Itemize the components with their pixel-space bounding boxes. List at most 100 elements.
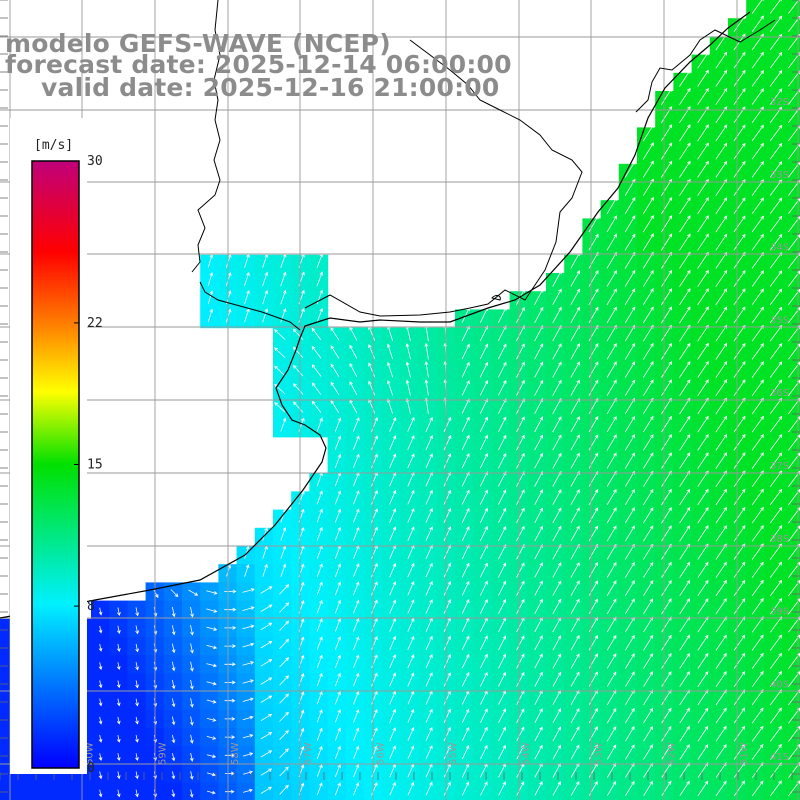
- wind-arrow: [311, 364, 322, 377]
- wind-arrow: [606, 616, 617, 633]
- wind-arrow: [679, 379, 691, 397]
- field-cell: [546, 564, 565, 583]
- wind-arrow: [661, 780, 672, 797]
- wind-arrow: [624, 415, 636, 433]
- field-cell: [527, 418, 547, 438]
- wind-arrow: [679, 415, 691, 433]
- wind-arrow: [697, 488, 709, 506]
- wind-arrow: [697, 452, 709, 469]
- wind-arrow: [606, 361, 617, 378]
- wind-arrow: [407, 727, 415, 741]
- field-cell: [655, 109, 674, 128]
- field-cell: [618, 709, 638, 729]
- field-cell: [600, 309, 620, 329]
- wind-arrow: [311, 382, 322, 395]
- wind-arrow: [479, 453, 488, 469]
- wind-arrow: [244, 290, 250, 305]
- field-cell: [673, 600, 693, 620]
- wind-arrow: [279, 784, 289, 795]
- wind-arrow: [661, 561, 672, 578]
- wind-arrow: [190, 625, 194, 636]
- wind-arrow: [643, 452, 654, 469]
- wind-arrow: [405, 343, 411, 360]
- wind-arrow: [407, 781, 415, 796]
- wind-arrow: [661, 251, 673, 269]
- wind-arrow: [116, 662, 121, 671]
- wind-arrow: [769, 579, 783, 597]
- wind-arrow: [516, 744, 525, 760]
- field-cell: [382, 746, 401, 765]
- wind-arrow: [661, 452, 672, 469]
- wind-arrow: [751, 434, 764, 451]
- field-cell: [418, 546, 438, 565]
- wind-arrow: [389, 617, 396, 632]
- wind-arrow: [461, 507, 470, 523]
- wind-arrow: [588, 379, 599, 396]
- field-cell: [655, 236, 674, 256]
- field-cell: [618, 254, 638, 274]
- wind-arrow: [316, 508, 323, 523]
- wind-arrow: [643, 653, 654, 669]
- wind-arrow: [769, 324, 783, 342]
- wind-arrow: [733, 342, 746, 360]
- wind-arrow: [570, 434, 580, 451]
- wind-arrow: [368, 344, 376, 360]
- field-cell: [637, 345, 656, 365]
- wind-arrow: [498, 562, 507, 578]
- wind-arrow: [660, 215, 673, 233]
- wind-arrow: [679, 506, 691, 524]
- field-cell: [655, 145, 674, 165]
- field-cell: [764, 145, 784, 165]
- field-cell: [655, 491, 674, 511]
- wind-arrow: [371, 727, 378, 741]
- wind-arrow: [371, 690, 378, 705]
- wind-arrow: [279, 766, 289, 777]
- wind-arrow: [479, 526, 488, 542]
- wind-arrow: [386, 380, 394, 396]
- wind-arrow: [751, 288, 764, 306]
- field-cell: [600, 764, 620, 784]
- wind-arrow: [311, 327, 322, 341]
- colorbar-tick-label: 30: [87, 154, 103, 169]
- wind-arrow: [588, 306, 599, 324]
- wind-arrow: [224, 589, 237, 594]
- lon-label: 56W: [376, 742, 387, 765]
- wind-arrow: [461, 708, 470, 723]
- field-cell: [691, 345, 711, 365]
- wind-arrow: [274, 329, 286, 340]
- field-cell: [473, 618, 492, 638]
- wind-arrow: [715, 434, 728, 451]
- wind-arrow: [224, 698, 236, 703]
- wind-arrow: [316, 307, 323, 323]
- field-cell: [691, 291, 711, 310]
- wind-arrow: [153, 589, 159, 599]
- wind-arrow: [642, 379, 654, 397]
- wind-arrow: [715, 506, 727, 524]
- field-cell: [691, 163, 711, 183]
- valid-date: valid date: 2025-12-16 21:00:00: [41, 73, 500, 102]
- wind-arrow: [479, 489, 488, 505]
- field-cell: [637, 455, 656, 474]
- wind-arrow: [697, 342, 709, 360]
- wind-arrow: [316, 417, 323, 432]
- wind-arrow: [679, 361, 691, 378]
- wind-arrow: [588, 361, 599, 378]
- field-cell: [691, 309, 711, 329]
- wind-arrow: [407, 453, 415, 469]
- field-cell: [327, 546, 347, 565]
- field-cell: [618, 455, 638, 474]
- wind-arrow: [679, 780, 690, 797]
- wind-arrow: [642, 343, 654, 360]
- wind-arrow: [643, 634, 654, 651]
- field-cell: [527, 400, 547, 420]
- wind-arrow: [443, 562, 452, 578]
- wind-arrow: [135, 735, 139, 743]
- wind-arrow: [697, 160, 709, 178]
- wind-arrow: [588, 270, 599, 287]
- wind-arrow: [588, 507, 599, 524]
- wind-arrow: [534, 744, 543, 760]
- field-cell: [418, 582, 438, 602]
- wind-arrow: [606, 744, 617, 760]
- field-cell: [691, 728, 711, 747]
- field-cell: [600, 291, 620, 310]
